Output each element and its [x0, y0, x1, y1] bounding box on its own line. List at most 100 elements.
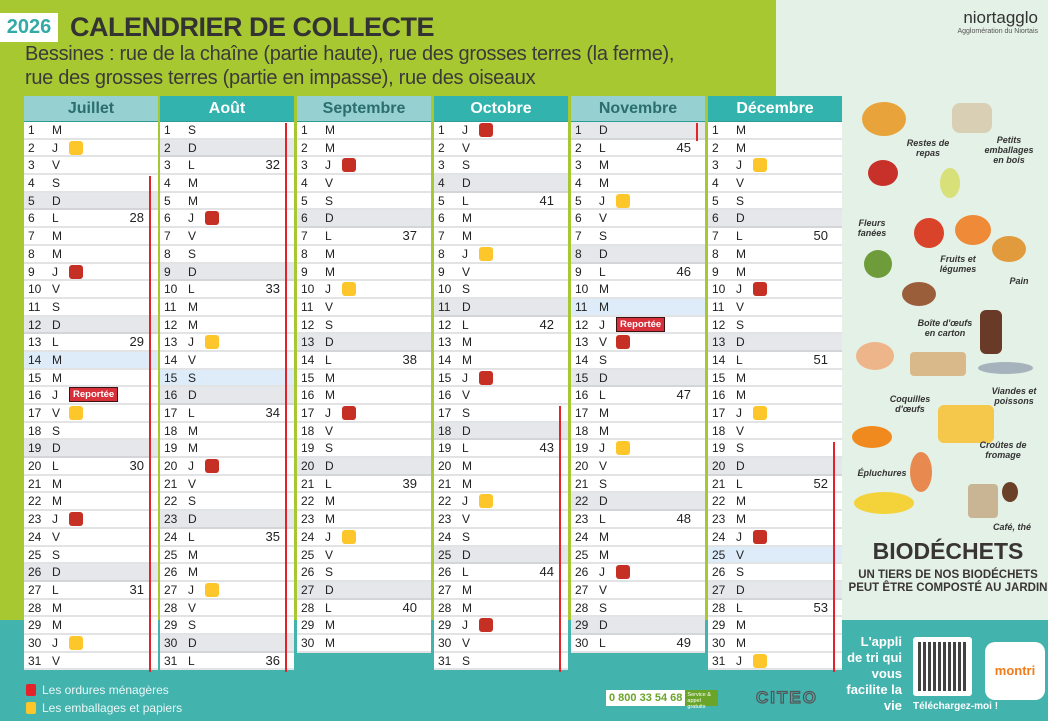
day-number: 18 — [28, 423, 42, 438]
weekday: J — [325, 158, 331, 173]
day-number: 20 — [164, 459, 178, 474]
weekday: M — [599, 423, 609, 438]
weekday: M — [599, 406, 609, 420]
week-number: 48 — [676, 511, 691, 527]
weekday: L — [599, 140, 606, 155]
weekday: M — [188, 299, 198, 314]
weekday: M — [325, 494, 335, 509]
weekday: M — [325, 140, 335, 155]
weekday: S — [52, 547, 61, 562]
day-number: 31 — [164, 653, 178, 668]
day-number: 12 — [438, 317, 452, 332]
day-number: 27 — [712, 582, 726, 597]
weekday: L — [52, 582, 59, 597]
day-number: 27 — [164, 582, 178, 597]
weekday: J — [462, 618, 468, 633]
day-row: 18 V — [708, 422, 842, 441]
weekday: D — [599, 494, 608, 509]
day-number: 26 — [712, 565, 726, 580]
day-row: 26 S — [708, 564, 842, 582]
weekday: D — [599, 370, 608, 385]
day-number: 13 — [575, 335, 589, 350]
weekday: J — [599, 565, 605, 580]
day-number: 17 — [28, 406, 42, 420]
day-row: 14 V — [160, 351, 294, 370]
qr-code[interactable] — [913, 637, 972, 696]
emballages-marker — [69, 140, 83, 155]
day-row: 19 S — [297, 440, 431, 459]
weekday: D — [599, 618, 608, 633]
day-number: 3 — [438, 158, 445, 173]
day-row: 15 J — [434, 369, 568, 388]
day-number: 21 — [712, 476, 726, 491]
day-number: 6 — [712, 211, 719, 226]
day-number: 19 — [164, 441, 178, 456]
week-number: 36 — [265, 652, 280, 668]
day-number: 12 — [164, 317, 178, 332]
ordures-marker — [342, 158, 356, 173]
day-row: 24 V — [24, 528, 158, 547]
ordures-marker — [479, 370, 493, 385]
day-number: 19 — [28, 441, 42, 456]
day-row: 24 M — [571, 528, 705, 547]
day-row: 11 V — [297, 298, 431, 317]
day-number: 30 — [438, 635, 452, 650]
day-number: 10 — [712, 282, 726, 297]
day-number: 7 — [575, 229, 582, 244]
cheese-icon — [938, 405, 994, 443]
weekday: J — [52, 140, 58, 155]
day-row: 30 D — [160, 634, 294, 653]
weekday: D — [188, 388, 197, 403]
day-number: 20 — [712, 459, 726, 474]
day-number: 19 — [438, 441, 452, 456]
weekday: V — [52, 653, 61, 668]
day-number: 2 — [164, 140, 171, 155]
label-boite-oeufs: Boîte d'œufs en carton — [917, 318, 973, 338]
phone-number-box[interactable]: 0 800 33 54 68 Service & appel gratuits — [606, 690, 719, 710]
weekday: D — [52, 441, 61, 456]
ordures-marker — [753, 529, 767, 544]
day-row: 28 L 53 — [708, 599, 842, 618]
ordures-marker — [342, 406, 356, 420]
day-number: 4 — [575, 176, 582, 191]
weekday: M — [325, 388, 335, 403]
weekday: S — [462, 282, 471, 297]
weekday: J — [188, 211, 194, 226]
day-number: 21 — [438, 476, 452, 491]
month-header: Août — [160, 96, 294, 122]
flower-icon — [868, 160, 898, 186]
day-row: 28 M — [434, 599, 568, 618]
day-number: 17 — [438, 406, 452, 420]
day-number: 23 — [712, 512, 726, 527]
weekday: L — [325, 600, 332, 615]
weekday: M — [462, 229, 472, 244]
banana-peel-icon — [854, 492, 914, 514]
day-row: 15 S — [160, 369, 294, 388]
day-number: 10 — [28, 282, 42, 297]
weekday: S — [188, 123, 197, 137]
day-number: 10 — [438, 282, 452, 297]
montri-app-logo[interactable]: montri — [985, 642, 1045, 700]
day-row: 20 V — [571, 458, 705, 476]
label-viandes: Viandes et poissons — [991, 386, 1037, 406]
download-link[interactable]: Téléchargez-moi ! — [913, 701, 999, 712]
weekday: V — [599, 459, 608, 474]
month-column-4: Novembre 1 D 2 L 45 3 M 4 M 5 J 6 V 7 S 8 D 9 L 46 10 M 11 M 12 J R… — [571, 96, 705, 653]
weekday: M — [188, 317, 198, 332]
day-number: 18 — [164, 423, 178, 438]
day-number: 15 — [301, 370, 315, 385]
weekday: J — [325, 282, 331, 297]
day-row: 29 M — [297, 617, 431, 635]
weekday: L — [736, 229, 743, 244]
ordures-marker — [616, 335, 630, 350]
day-number: 11 — [438, 299, 451, 314]
weekday: L — [188, 406, 195, 420]
weekday: D — [736, 335, 745, 350]
label-fruits: Fruits et légumes — [939, 254, 977, 274]
weekday: S — [188, 494, 197, 509]
weekday: M — [736, 246, 746, 261]
